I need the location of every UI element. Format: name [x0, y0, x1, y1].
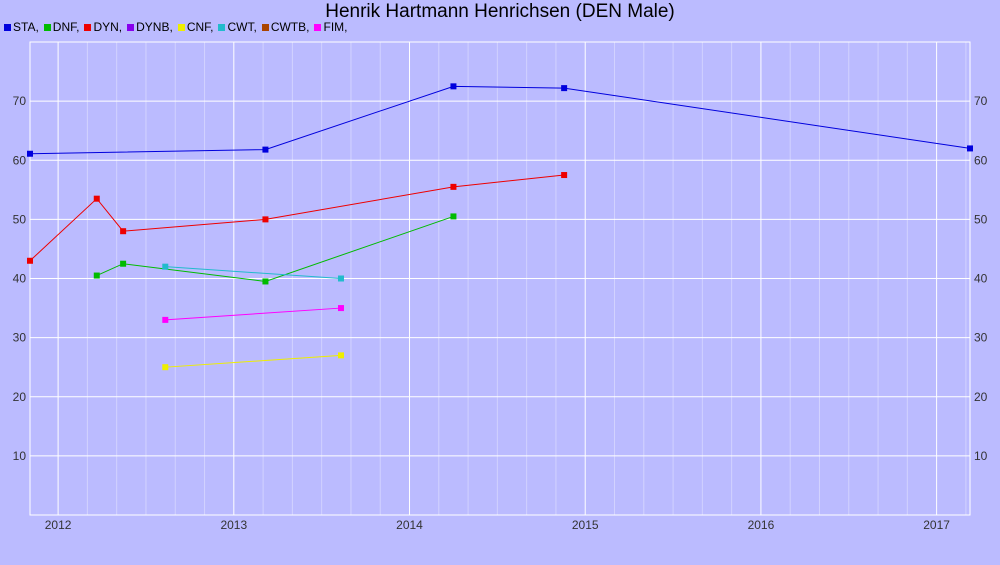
- data-point-sta: [967, 145, 973, 152]
- series-line-fim: [165, 307, 342, 321]
- legend-item-cwt: CWT,: [218, 20, 257, 34]
- legend: STA, DNF, DYN, DYNB, CNF, CWT, CWTB, FIM,: [4, 20, 352, 34]
- legend-label-cwt: CWT,: [227, 20, 257, 34]
- data-point-dyn: [120, 228, 127, 235]
- legend-swatch-cwtb: [261, 23, 269, 31]
- legend-label-dyn: DYN,: [93, 20, 123, 34]
- legend-item-dynb: DYNB,: [127, 20, 173, 34]
- y-tick-label-left: 10: [13, 449, 27, 463]
- legend-item-fim: FIM,: [314, 20, 347, 34]
- plot-frame: [29, 41, 971, 516]
- legend-item-dnf: DNF,: [43, 20, 80, 34]
- legend-swatch-cnf: [177, 23, 185, 31]
- series-line-cnf: [165, 354, 342, 368]
- y-tick-label-right: 70: [974, 94, 988, 108]
- x-tick-label: 2012: [45, 518, 72, 532]
- y-tick-label-right: 50: [974, 212, 988, 226]
- x-tick-label: 2014: [396, 518, 423, 532]
- legend-label-cwtb: CWTB,: [270, 20, 310, 34]
- data-point-dnf: [120, 260, 127, 267]
- legend-label-cnf: CNF,: [186, 20, 214, 34]
- y-tick-label-left: 50: [13, 212, 27, 226]
- data-point-sta: [262, 146, 269, 153]
- y-tick-label-right: 40: [974, 272, 988, 286]
- data-point-sta: [450, 83, 457, 90]
- legend-item-sta: STA,: [4, 20, 39, 34]
- y-tick-label-left: 70: [13, 94, 27, 108]
- series-line-dnf: [96, 215, 454, 282]
- y-tick-label-left: 60: [13, 153, 27, 167]
- data-point-fim: [337, 305, 344, 312]
- data-point-dyn: [27, 257, 33, 264]
- data-point-cwt: [337, 275, 344, 282]
- y-tick-label-left: 40: [13, 272, 27, 286]
- series-line-cwt: [165, 266, 342, 279]
- legend-label-sta: STA,: [13, 20, 39, 34]
- data-point-sta: [27, 150, 33, 157]
- y-tick-label-right: 30: [974, 331, 988, 345]
- legend-swatch-fim: [314, 23, 322, 31]
- data-point-sta: [561, 85, 568, 92]
- x-tick-label: 2013: [220, 518, 247, 532]
- data-point-dyn: [262, 216, 269, 223]
- legend-label-dnf: DNF,: [52, 20, 80, 34]
- legend-label-fim: FIM,: [323, 20, 348, 34]
- data-point-dnf: [262, 278, 269, 285]
- y-tick-label-right: 60: [974, 153, 988, 167]
- data-point-cnf: [162, 364, 169, 371]
- legend-swatch-cwt: [218, 23, 226, 31]
- legend-label-dynb: DYNB,: [136, 20, 173, 34]
- data-point-dyn: [93, 195, 100, 202]
- data-point-cwt: [162, 263, 169, 270]
- legend-item-cwtb: CWTB,: [261, 20, 310, 34]
- legend-item-dyn: DYN,: [84, 20, 122, 34]
- legend-swatch-dyn: [84, 23, 92, 31]
- y-tick-label-left: 30: [13, 331, 27, 345]
- x-tick-label: 2015: [572, 518, 599, 532]
- x-tick-label: 2017: [923, 518, 950, 532]
- x-tick-label: 2016: [748, 518, 775, 532]
- data-point-dnf: [93, 272, 100, 279]
- legend-swatch-sta: [4, 23, 11, 31]
- y-tick-label-left: 20: [13, 390, 27, 404]
- series-line-sta: [29, 85, 971, 155]
- legend-item-cnf: CNF,: [177, 20, 214, 34]
- data-point-cnf: [337, 352, 344, 359]
- y-tick-label-right: 20: [974, 390, 988, 404]
- legend-swatch-dynb: [127, 23, 135, 31]
- data-point-dnf: [450, 213, 457, 220]
- data-point-dyn: [450, 183, 457, 190]
- series-line-dyn: [29, 174, 565, 262]
- legend-swatch-dnf: [43, 23, 51, 31]
- data-point-dyn: [561, 172, 568, 179]
- y-tick-label-right: 10: [974, 449, 988, 463]
- chart-title: Henrik Hartmann Henrichsen (DEN Male): [325, 1, 675, 22]
- data-point-fim: [162, 316, 169, 323]
